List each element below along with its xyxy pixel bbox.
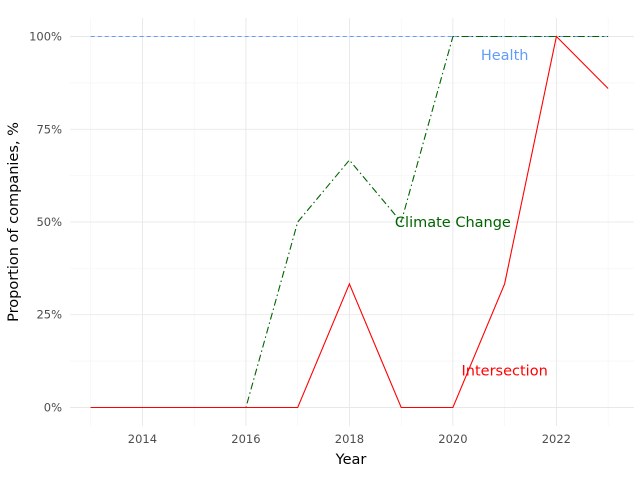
x-axis-title: Year xyxy=(335,452,367,468)
series-label-health: Health xyxy=(481,48,529,64)
x-tick-label: 2020 xyxy=(438,432,467,446)
y-tick-label: 75% xyxy=(36,122,62,136)
y-tick-label: 0% xyxy=(44,400,62,414)
y-tick-label: 50% xyxy=(36,215,62,229)
series-line-climate-change xyxy=(90,35,609,409)
x-tick-label: 2016 xyxy=(231,432,260,446)
series-label-climate-change: Climate Change xyxy=(395,215,511,231)
series-line-intersection xyxy=(90,35,609,409)
x-axis-tick-labels: 2014 2016 2018 2020 2022 xyxy=(128,432,571,446)
x-tick-label: 2022 xyxy=(542,432,571,446)
series-labels: Health Climate Change Intersection xyxy=(395,48,548,379)
y-axis-title: Proportion of companies, % xyxy=(6,122,22,322)
x-tick-label: 2014 xyxy=(128,432,157,446)
series-label-intersection: Intersection xyxy=(462,363,548,379)
y-tick-label: 100% xyxy=(29,30,62,44)
grid-major-lines xyxy=(70,18,634,426)
x-tick-label: 2018 xyxy=(335,432,364,446)
y-tick-label: 25% xyxy=(36,308,62,322)
y-axis-tick-labels: 0% 25% 50% 75% 100% xyxy=(29,30,62,415)
series-lines xyxy=(90,35,609,409)
